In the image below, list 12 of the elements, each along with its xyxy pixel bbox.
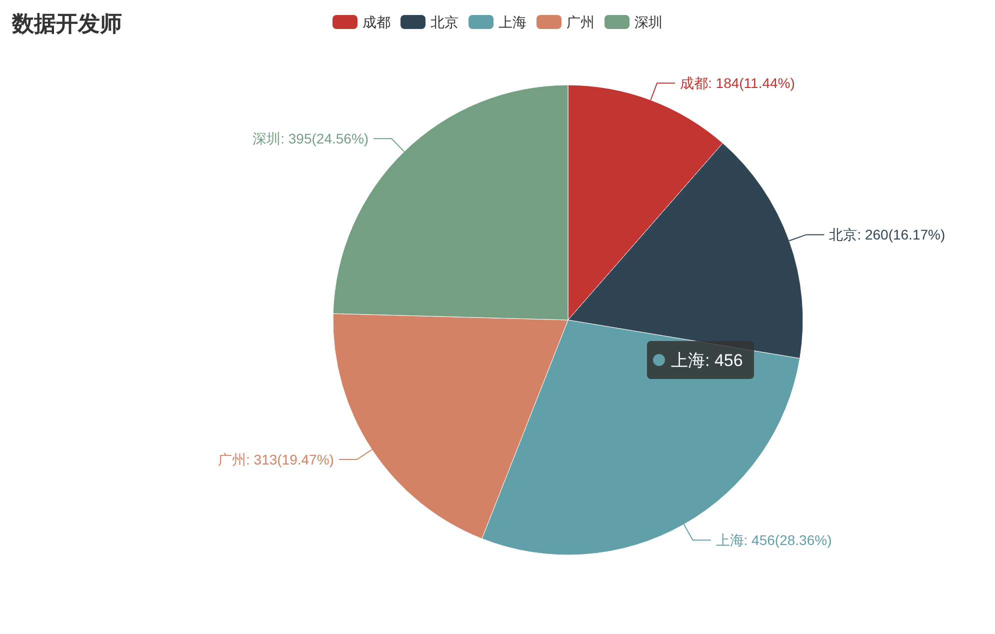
legend-label: 成都 xyxy=(362,14,390,30)
chart-title: 数据开发师 xyxy=(11,11,122,36)
data-label: 广州: 313(19.47%) xyxy=(218,452,334,468)
data-label: 深圳: 395(24.56%) xyxy=(252,130,369,147)
legend-label: 深圳 xyxy=(634,14,662,30)
legend-label: 广州 xyxy=(566,14,594,30)
data-label: 上海: 456(28.36%) xyxy=(716,532,832,548)
data-label: 北京: 260(16.17%) xyxy=(829,226,946,243)
legend-label: 北京 xyxy=(430,14,458,30)
annotation: 上海: 456 xyxy=(647,341,754,379)
data-label: 成都: 184(11.44%) xyxy=(680,75,795,92)
legend-label: 上海 xyxy=(498,14,526,30)
